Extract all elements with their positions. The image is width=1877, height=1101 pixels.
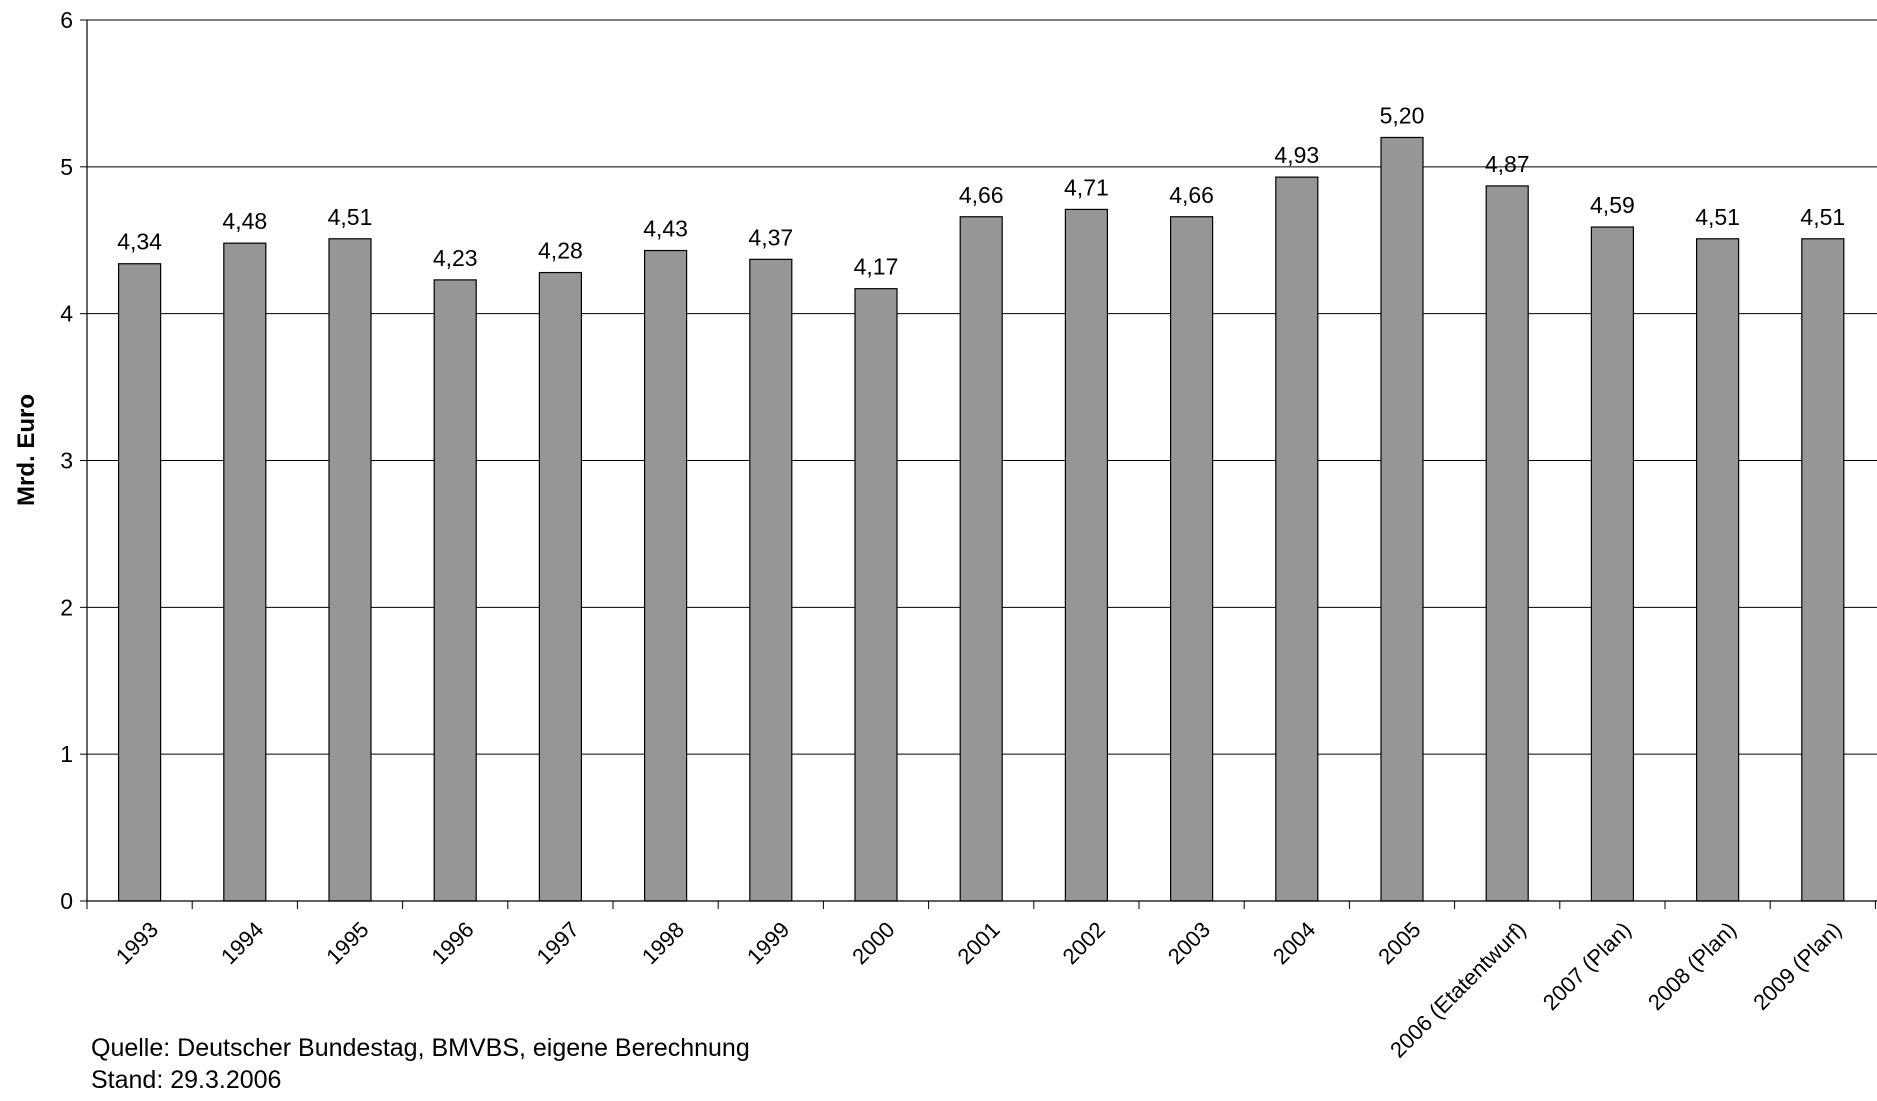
data-label: 4,66 [1169, 182, 1214, 208]
data-label: 4,48 [222, 208, 267, 234]
x-tick-label: 2007 (Plan) [1538, 917, 1636, 1015]
x-tick-label: 2005 [1373, 917, 1425, 969]
bar [1380, 136, 1424, 902]
bar [223, 242, 267, 902]
x-tick-label: 1999 [742, 917, 794, 969]
x-tick-label: 2000 [847, 917, 899, 969]
bar [117, 263, 162, 902]
bar [433, 279, 477, 902]
data-label: 4,37 [748, 224, 793, 250]
x-tick-label: 2009 (Plan) [1748, 917, 1846, 1015]
bar [1590, 226, 1635, 902]
bar [1485, 185, 1529, 902]
bar [854, 288, 898, 902]
bar [749, 258, 793, 902]
data-label: 5,20 [1380, 102, 1425, 128]
y-axis-label: Mrd. Euro [13, 394, 40, 506]
data-label: 4,87 [1485, 151, 1530, 177]
x-tick-label: 1998 [637, 917, 689, 969]
x-tick-label: 1994 [216, 917, 268, 969]
bar [1064, 208, 1109, 902]
x-tick-label: 2002 [1058, 917, 1110, 969]
bar [538, 271, 583, 902]
y-tick-label: 0 [60, 888, 73, 914]
data-label: 4,51 [1800, 204, 1845, 230]
source-note: Quelle: Deutscher Bundestag, BMVBS, eige… [91, 1034, 750, 1062]
data-label: 4,34 [117, 229, 162, 255]
bar [643, 249, 688, 902]
x-tick-label: 1997 [532, 917, 584, 969]
data-label: 4,51 [328, 204, 373, 230]
data-label: 4,17 [854, 254, 899, 280]
data-label: 4,51 [1695, 204, 1740, 230]
x-tick-label: 2003 [1163, 917, 1215, 969]
x-tick-label: 2004 [1268, 917, 1320, 969]
bar [1801, 238, 1845, 902]
data-label: 4,93 [1274, 142, 1319, 168]
y-tick-label: 1 [60, 741, 73, 767]
y-tick-label: 2 [60, 594, 73, 620]
bar [1275, 176, 1319, 902]
date-note: Stand: 29.3.2006 [91, 1066, 282, 1094]
y-tick-label: 4 [60, 301, 73, 327]
data-label: 4,28 [538, 238, 583, 264]
data-label: 4,71 [1064, 174, 1109, 200]
x-tick-label: 1993 [111, 917, 163, 969]
y-tick-label: 3 [60, 448, 73, 474]
y-tick-labels: 0 1 2 3 4 5 6 [60, 7, 73, 914]
data-label: 4,66 [959, 182, 1004, 208]
x-tick-label: 1996 [426, 917, 478, 969]
bar [1695, 238, 1740, 902]
y-tick-label: 6 [60, 7, 73, 33]
axes [80, 19, 1877, 909]
x-tick-label: 2001 [952, 917, 1004, 969]
data-label: 4,43 [643, 216, 688, 242]
data-label: 4,59 [1590, 192, 1635, 218]
data-label: 4,23 [433, 245, 478, 271]
y-tick-label: 5 [60, 154, 73, 180]
bar [328, 238, 372, 902]
bar [959, 216, 1003, 902]
x-tick-label: 2008 (Plan) [1643, 917, 1741, 1015]
data-labels: 4,34 4,48 4,51 4,23 4,28 4,43 4,37 4,17 4,66 4,71… [117, 102, 1845, 279]
bar [1169, 216, 1214, 902]
bars [117, 136, 1845, 902]
x-tick-label: 1995 [321, 917, 373, 969]
